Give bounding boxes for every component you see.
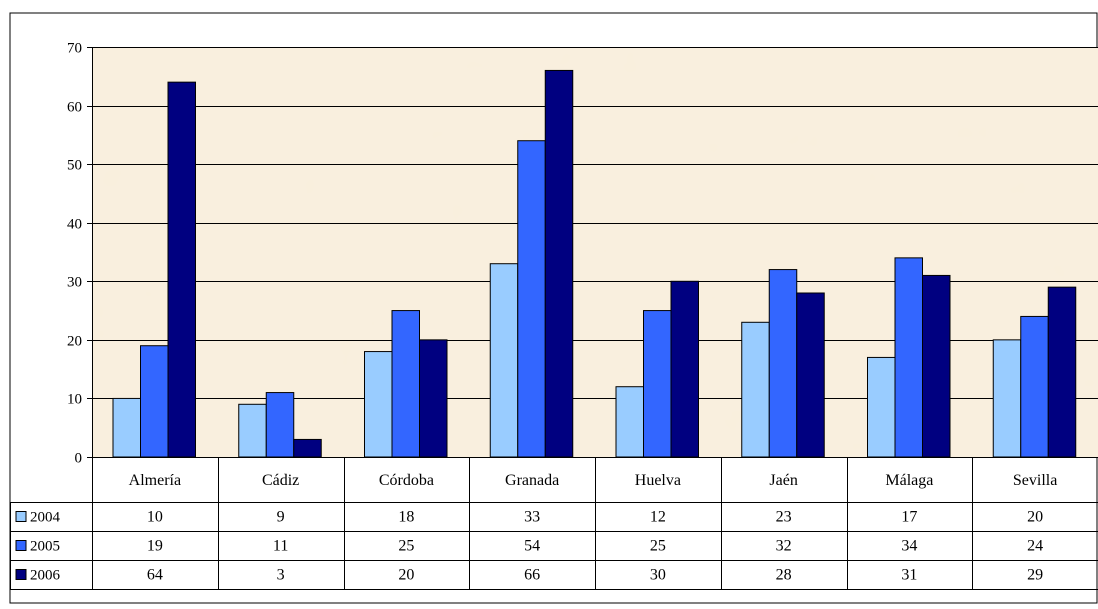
y-tick-label: 10 xyxy=(67,392,82,408)
category-label: Jaén xyxy=(769,472,797,489)
table-cell-value: 12 xyxy=(650,509,666,526)
bar-2005-4 xyxy=(643,310,672,458)
legend-label: 2004 xyxy=(30,510,61,526)
bar-2005-1 xyxy=(265,392,295,458)
legend-swatch-2004 xyxy=(15,511,27,522)
bar-2005-5 xyxy=(768,269,798,458)
table-cell-value: 17 xyxy=(901,509,917,526)
table-cell-value: 23 xyxy=(776,509,792,526)
table-cell-value: 25 xyxy=(398,538,414,555)
legend-label: 2006 xyxy=(30,568,61,584)
bar-2006-0 xyxy=(167,81,196,458)
axes xyxy=(87,47,1098,458)
bar-2004-1 xyxy=(238,403,267,458)
bar-2004-0 xyxy=(112,397,141,458)
table-cell-value: 33 xyxy=(524,509,540,526)
bar-2006-3 xyxy=(544,69,574,458)
table-cell-value: 18 xyxy=(398,509,414,526)
bar-2004-7 xyxy=(992,339,1022,458)
data-table: Almería Cádiz Córdoba Granada Huelva Jaén Mála… xyxy=(10,457,1098,590)
table-cell-value: 25 xyxy=(650,538,666,555)
table-cell-value: 9 xyxy=(277,509,285,526)
bar-2004-5 xyxy=(741,321,770,458)
category-label: Granada xyxy=(505,472,559,489)
bar-2004-3 xyxy=(489,263,519,458)
bar-2005-0 xyxy=(140,345,169,458)
bar-2004-6 xyxy=(867,356,896,458)
table-cell-value: 54 xyxy=(524,538,540,555)
table-cell-value: 66 xyxy=(524,567,540,584)
table-cell-value: 20 xyxy=(1027,509,1043,526)
table-cell-value: 29 xyxy=(1027,567,1043,584)
table-cell-value: 19 xyxy=(147,538,163,555)
bar-2006-2 xyxy=(419,339,448,458)
table-cell-value: 20 xyxy=(398,567,414,584)
category-label: Huelva xyxy=(635,472,681,489)
y-tick-label: 70 xyxy=(67,41,82,57)
bar-2006-5 xyxy=(796,292,825,458)
bar-2006-7 xyxy=(1047,286,1077,458)
table-cell-value: 10 xyxy=(147,509,163,526)
bar-2006-4 xyxy=(670,280,699,458)
y-axis-ticks: 0 10 20 30 40 50 60 70 xyxy=(67,41,92,467)
bar-2004-2 xyxy=(364,351,393,458)
table-cell-value: 64 xyxy=(147,567,163,584)
y-tick-label: 0 xyxy=(75,451,83,467)
y-tick-label: 40 xyxy=(67,217,82,233)
legend-swatch-2006 xyxy=(15,569,27,580)
bar-2005-3 xyxy=(517,140,546,458)
bar-2005-7 xyxy=(1020,315,1049,458)
table-cell-value: 31 xyxy=(901,567,917,584)
y-tick-label: 50 xyxy=(67,158,82,174)
bar-2006-6 xyxy=(922,274,951,458)
table-cell-value: 24 xyxy=(1027,538,1043,555)
bars xyxy=(112,69,1077,458)
table-cell-value: 34 xyxy=(901,538,917,555)
legend-swatch-2005 xyxy=(15,540,27,551)
table-cell-value: 32 xyxy=(776,538,792,555)
y-tick-label: 30 xyxy=(67,275,82,291)
y-tick-label: 20 xyxy=(67,334,82,350)
bar-2006-1 xyxy=(293,438,322,458)
category-label: Sevilla xyxy=(1013,472,1057,489)
category-label: Almería xyxy=(129,472,181,489)
table-cell-value: 28 xyxy=(776,567,792,584)
bar-2005-2 xyxy=(391,310,420,458)
table-cell-value: 11 xyxy=(273,538,288,555)
bar-2004-4 xyxy=(615,386,644,458)
category-label: Málaga xyxy=(885,472,933,489)
bar-2005-6 xyxy=(894,257,923,458)
y-tick-label: 60 xyxy=(67,100,82,116)
category-label: Córdoba xyxy=(379,472,434,489)
table-cell-value: 30 xyxy=(650,567,666,584)
table-cell-value: 3 xyxy=(277,567,285,584)
category-label: Cádiz xyxy=(262,472,299,489)
legend-label: 2005 xyxy=(30,539,60,555)
